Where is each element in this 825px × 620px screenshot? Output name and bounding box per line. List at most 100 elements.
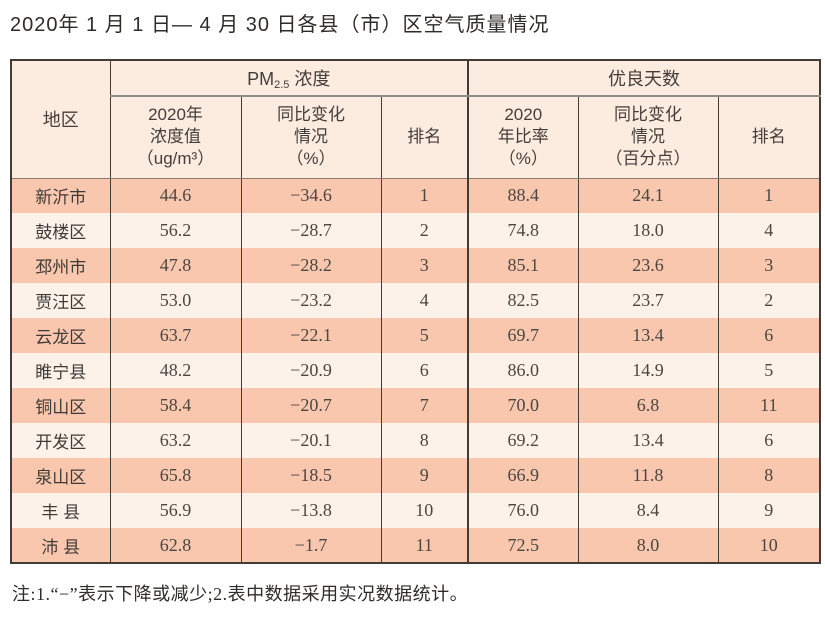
header-line: 情况 <box>294 127 328 147</box>
cell-good-change: 18.0 <box>577 213 719 248</box>
cell-pm-change: −28.2 <box>240 248 381 283</box>
cell-region: 泉山区 <box>35 468 87 487</box>
table-row: 丰 县 56.9 −13.8 10 76.0 8.4 9 <box>11 493 821 528</box>
cell-pm-value: 62.8 <box>109 528 241 563</box>
pm-label-suffix: 浓度 <box>289 69 331 89</box>
col-header-good-rank: 排名 <box>717 96 821 179</box>
cell-pm-rank: 9 <box>380 458 469 493</box>
page-title: 2020年 1 月 1 日— 4 月 30 日各县（市）区空气质量情况 <box>10 14 550 36</box>
cell-region: 沛 县 <box>41 537 81 557</box>
cell-pm-change: −20.1 <box>240 423 381 458</box>
cell-good-change: 13.4 <box>577 318 719 353</box>
header-line: 浓度值 <box>150 127 201 147</box>
cell-pm-change: −28.7 <box>240 213 381 248</box>
cell-region: 鼓楼区 <box>35 223 87 242</box>
cell-good-rank: 9 <box>717 493 821 528</box>
cell-pm-rank: 1 <box>380 178 469 213</box>
col-group-good-days: 优良天数 <box>467 60 821 97</box>
cell-good-rank: 8 <box>717 458 821 493</box>
cell-pm-value: 56.9 <box>109 493 241 528</box>
cell-pm-value: 58.4 <box>109 388 241 423</box>
cell-pm-value: 56.2 <box>109 213 241 248</box>
table-row: 开发区 63.2 −20.1 8 69.2 13.4 6 <box>11 423 821 458</box>
cell-region: 云龙区 <box>35 328 87 347</box>
cell-good-rank: 11 <box>717 388 821 423</box>
cell-good-rank: 6 <box>717 423 821 458</box>
cell-good-change: 24.1 <box>577 178 719 213</box>
cell-pm-change: −20.7 <box>240 388 381 423</box>
cell-good-change: 23.7 <box>577 283 719 318</box>
cell-good-rank: 2 <box>717 283 821 318</box>
cell-region: 新沂市 <box>35 188 87 208</box>
cell-region: 铜山区 <box>35 398 87 417</box>
table-row: 睢宁县 48.2 −20.9 6 86.0 14.9 5 <box>11 353 821 388</box>
header-line: （%） <box>286 149 336 169</box>
cell-pm-change: −22.1 <box>240 318 381 353</box>
cell-good-change: 11.8 <box>577 458 719 493</box>
table-header: 地区 PM2.5 浓度 优良天数 2020年 浓度值 （ug/m³） 同比变化 … <box>11 60 821 179</box>
header-line: （ug/m³） <box>136 149 215 169</box>
cell-good-change: 23.6 <box>577 248 719 283</box>
header-line: 2020年 <box>148 105 203 125</box>
cell-pm-change: −34.6 <box>240 178 381 213</box>
cell-good-rate: 82.5 <box>467 283 579 318</box>
header-line: （百分点） <box>605 149 691 169</box>
col-header-pm-change: 同比变化 情况 （%） <box>240 96 381 179</box>
cell-region: 睢宁县 <box>35 363 87 382</box>
cell-pm-rank: 10 <box>380 493 469 528</box>
group-header-row: 地区 PM2.5 浓度 优良天数 <box>11 60 821 179</box>
header-line: （%） <box>498 149 548 169</box>
col-group-pm25: PM2.5 浓度 <box>109 60 469 97</box>
cell-good-rank: 5 <box>717 353 821 388</box>
table-row: 贾汪区 53.0 −23.2 4 82.5 23.7 2 <box>11 283 821 318</box>
cell-region: 贾汪区 <box>35 293 87 312</box>
cell-good-rate: 66.9 <box>467 458 579 493</box>
cell-pm-rank: 5 <box>380 318 469 353</box>
table-row: 泉山区 65.8 −18.5 9 66.9 11.8 8 <box>11 458 821 493</box>
col-header-pm-value: 2020年 浓度值 （ug/m³） <box>109 96 241 179</box>
header-line: 同比变化 <box>614 105 683 125</box>
cell-good-rank: 6 <box>717 318 821 353</box>
air-quality-table: 地区 PM2.5 浓度 优良天数 2020年 浓度值 （ug/m³） 同比变化 … <box>10 59 822 564</box>
cell-good-rank: 1 <box>717 178 821 213</box>
header-line: 2020 <box>504 105 543 125</box>
cell-pm-value: 53.0 <box>109 283 241 318</box>
cell-good-change: 13.4 <box>577 423 719 458</box>
table-row: 沛 县 62.8 −1.7 11 72.5 8.0 10 <box>11 528 821 563</box>
sub-header-row: 2020年 浓度值 （ug/m³） 同比变化 情况 （%） 排名 2020 年比… <box>11 96 821 179</box>
table-row: 新沂市 44.6 −34.6 1 88.4 24.1 1 <box>11 178 821 213</box>
col-header-pm-rank: 排名 <box>380 96 469 179</box>
header-line: 同比变化 <box>277 105 345 125</box>
table-body: 新沂市 44.6 −34.6 1 88.4 24.1 1 鼓楼区 56.2 −2… <box>11 178 821 563</box>
cell-good-rate: 76.0 <box>467 493 579 528</box>
col-header-region: 地区 <box>11 60 110 179</box>
cell-good-rate: 88.4 <box>467 178 579 213</box>
cell-region: 开发区 <box>35 433 87 452</box>
cell-good-rate: 70.0 <box>467 388 579 423</box>
cell-pm-change: −23.2 <box>240 283 381 318</box>
page: 2020年 1 月 1 日— 4 月 30 日各县（市）区空气质量情况 地区 P… <box>10 14 822 604</box>
cell-good-rate: 72.5 <box>467 528 579 563</box>
pm-label-prefix: PM <box>247 69 275 89</box>
cell-region: 丰 县 <box>41 503 81 522</box>
cell-good-change: 8.4 <box>577 493 719 528</box>
cell-good-rank: 4 <box>717 213 821 248</box>
cell-good-change: 14.9 <box>577 353 719 388</box>
cell-pm-value: 44.6 <box>109 178 241 213</box>
cell-pm-rank: 7 <box>380 388 469 423</box>
cell-pm-rank: 3 <box>380 248 469 283</box>
cell-pm-rank: 11 <box>380 528 469 563</box>
table-row: 鼓楼区 56.2 −28.7 2 74.8 18.0 4 <box>11 213 821 248</box>
header-line: 情况 <box>631 127 666 147</box>
cell-pm-value: 63.2 <box>109 423 241 458</box>
cell-good-change: 8.0 <box>577 528 719 563</box>
cell-pm-value: 63.7 <box>109 318 241 353</box>
table-row: 云龙区 63.7 −22.1 5 69.7 13.4 6 <box>11 318 821 353</box>
col-header-good-change: 同比变化 情况 （百分点） <box>577 96 719 179</box>
cell-pm-rank: 6 <box>380 353 469 388</box>
cell-good-rank: 3 <box>717 248 821 283</box>
cell-pm-rank: 4 <box>380 283 469 318</box>
cell-pm-value: 48.2 <box>109 353 241 388</box>
cell-pm-change: −20.9 <box>240 353 381 388</box>
cell-good-rate: 69.7 <box>467 318 579 353</box>
